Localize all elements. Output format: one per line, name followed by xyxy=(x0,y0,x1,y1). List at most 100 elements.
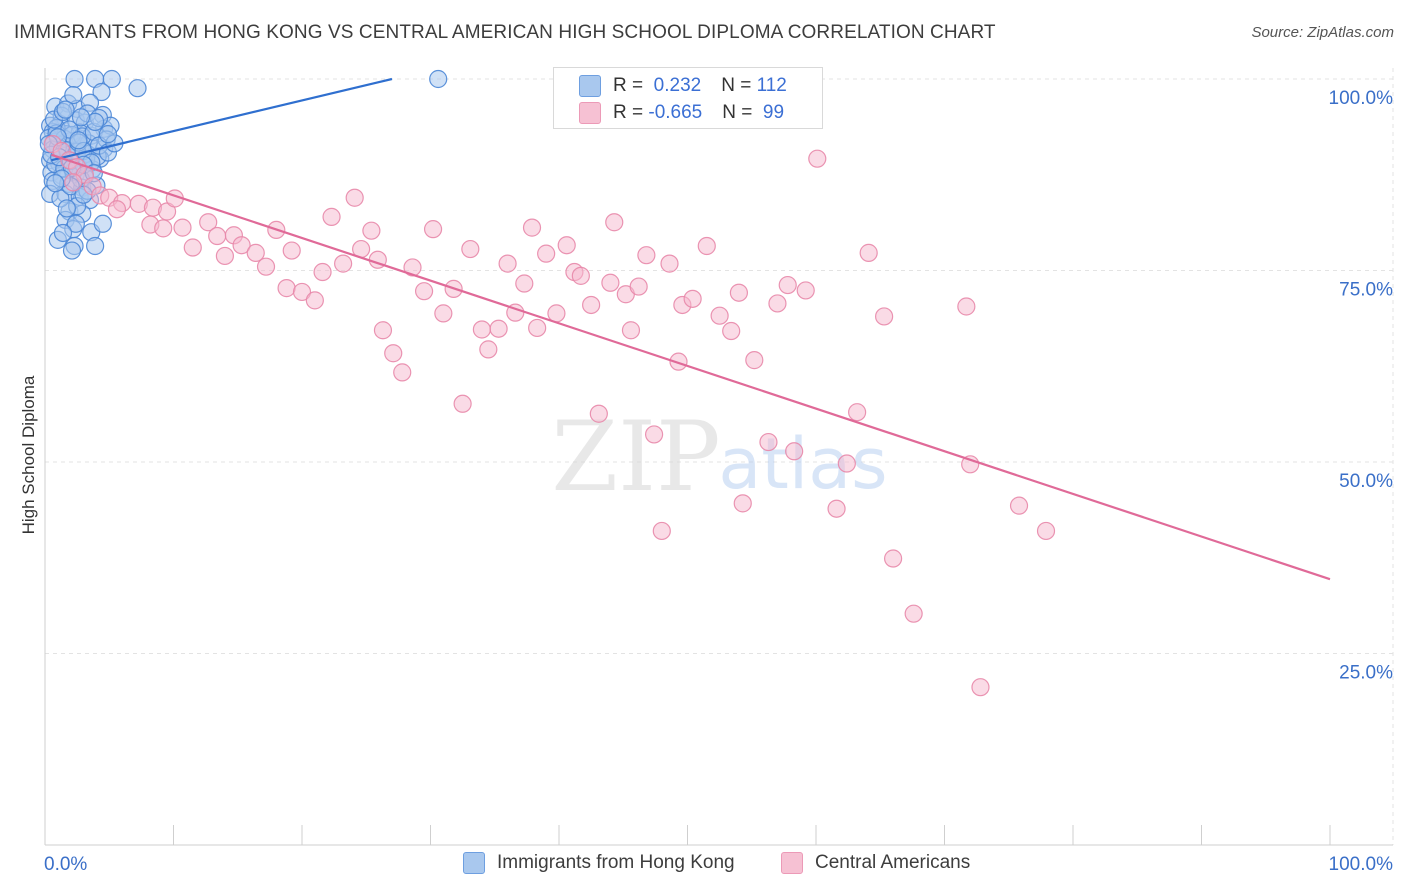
point-central-americans xyxy=(722,321,741,341)
point-central-americans xyxy=(601,273,620,292)
y-tick-label: 75.0% xyxy=(1339,280,1393,301)
point-central-americans xyxy=(173,218,192,237)
point-central-americans xyxy=(322,207,341,226)
legend-swatch-blue xyxy=(579,75,601,97)
point-central-americans xyxy=(710,306,729,325)
point-central-americans xyxy=(403,258,422,277)
point-central-americans xyxy=(745,351,764,370)
legend-row-central-americans: R = -0.665 N = 99 xyxy=(554,99,784,127)
point-hong-kong xyxy=(64,85,83,105)
point-central-americans xyxy=(827,499,846,518)
point-central-americans xyxy=(489,319,508,338)
point-central-americans xyxy=(883,549,903,568)
legend-item-central-americans: Central Americans xyxy=(781,852,970,874)
trend-line-central-americans xyxy=(51,153,1331,581)
point-central-americans xyxy=(837,454,856,473)
point-central-americans xyxy=(778,275,797,295)
x-tick-label-max: 100.0% xyxy=(1329,854,1394,875)
point-hong-kong xyxy=(429,69,448,89)
point-central-americans xyxy=(334,254,353,273)
point-central-americans xyxy=(957,297,976,316)
point-central-americans xyxy=(637,246,656,265)
legend-r-value: 0.232 xyxy=(648,75,702,96)
legend-label-hong-kong: Immigrants from Hong Kong xyxy=(497,852,735,873)
legend-n-label: N = xyxy=(722,102,758,123)
legend-label-central-americans: Central Americans xyxy=(815,852,971,873)
point-central-americans xyxy=(453,394,472,413)
point-central-americans xyxy=(848,403,867,422)
point-central-americans xyxy=(759,432,778,452)
point-central-americans xyxy=(785,442,804,461)
trend-line-hong-kong xyxy=(51,77,393,162)
point-central-americans xyxy=(423,220,443,239)
point-central-americans xyxy=(733,494,752,513)
point-central-americans xyxy=(875,307,894,326)
point-central-americans xyxy=(971,678,990,697)
point-central-americans xyxy=(154,219,173,238)
point-central-americans xyxy=(215,246,234,266)
point-central-americans xyxy=(621,321,641,340)
point-central-americans xyxy=(183,238,202,257)
legend-r-label: R = xyxy=(613,75,649,96)
point-central-americans xyxy=(582,295,601,315)
chart-title: IMMIGRANTS FROM HONG KONG VS CENTRAL AME… xyxy=(14,22,996,43)
point-central-americans xyxy=(393,363,412,382)
point-hong-kong xyxy=(93,214,112,233)
legend-r-value: -0.665 xyxy=(648,102,703,123)
legend-swatch-pink xyxy=(781,852,803,874)
point-hong-kong xyxy=(57,199,76,218)
point-central-americans xyxy=(808,149,827,168)
point-central-americans xyxy=(199,213,218,232)
series-hong-kong-points xyxy=(39,69,448,260)
point-central-americans xyxy=(208,226,227,246)
point-hong-kong xyxy=(128,79,147,98)
trend-lines xyxy=(51,77,1331,581)
point-central-americans xyxy=(697,236,716,256)
point-central-americans xyxy=(859,243,878,262)
point-central-americans xyxy=(246,243,265,262)
series-central-americans-points xyxy=(43,135,1056,697)
point-central-americans xyxy=(589,404,608,423)
point-central-americans xyxy=(107,200,127,219)
point-central-americans xyxy=(1036,521,1056,541)
x-tick-label-min: 0.0% xyxy=(44,854,87,875)
point-central-americans xyxy=(644,425,664,444)
point-central-americans xyxy=(479,340,498,359)
point-central-americans xyxy=(796,281,815,300)
point-central-americans xyxy=(537,244,556,263)
point-hong-kong xyxy=(65,69,84,89)
point-central-americans xyxy=(277,279,296,298)
point-hong-kong xyxy=(102,69,121,89)
point-central-americans xyxy=(362,221,381,240)
point-central-americans xyxy=(768,294,787,313)
y-tick-label: 25.0% xyxy=(1339,663,1393,684)
point-central-americans xyxy=(571,266,590,285)
point-central-americans xyxy=(345,188,364,207)
point-central-americans xyxy=(472,320,491,339)
point-central-americans xyxy=(629,277,648,296)
point-central-americans xyxy=(522,218,542,237)
point-central-americans xyxy=(652,521,671,541)
y-tick-label: 50.0% xyxy=(1339,471,1393,492)
point-central-americans xyxy=(528,318,547,338)
y-tick-label: 100.0% xyxy=(1329,88,1394,109)
point-hong-kong xyxy=(71,108,91,127)
point-hong-kong xyxy=(92,82,111,102)
point-central-americans xyxy=(515,274,534,293)
point-central-americans xyxy=(305,291,324,310)
point-central-americans xyxy=(660,254,679,273)
point-central-americans xyxy=(373,321,393,340)
point-central-americans xyxy=(605,213,624,232)
point-central-americans xyxy=(384,344,403,363)
point-central-americans xyxy=(292,282,312,302)
watermark-atlas: atlas xyxy=(718,423,887,505)
point-central-americans xyxy=(729,283,749,302)
point-central-americans xyxy=(683,289,702,308)
tick-labels: 25.0% 50.0% 75.0% 100.0% 0.0% 100.0% xyxy=(44,88,1393,875)
series-legend: Immigrants from Hong Kong Central Americ… xyxy=(0,852,1406,878)
point-hong-kong xyxy=(53,223,73,243)
legend-row-hong-kong: R = 0.232 N = 112 xyxy=(554,72,787,100)
legend-n-label: N = xyxy=(721,75,757,96)
point-hong-kong xyxy=(69,131,88,150)
